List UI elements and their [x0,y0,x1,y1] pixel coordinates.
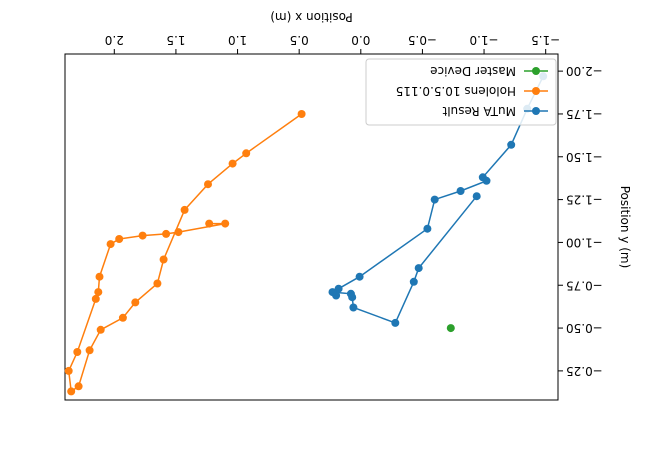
data-point [221,219,230,228]
data-point [73,348,82,356]
data-point [349,303,358,312]
y-tick-label: −1.00 [566,235,603,249]
data-point [85,346,94,355]
data-point [174,228,183,237]
legend-entry: MuTA Result [442,104,516,118]
data-point [159,255,168,264]
y-tick-label: −0.50 [566,321,603,335]
data-point [228,159,237,168]
data-point [456,187,465,195]
data-point [118,313,127,322]
data-point [414,264,423,273]
x-tick-label: 0.5 [290,33,309,47]
data-point [131,298,140,307]
data-point [94,288,103,297]
data-point [138,231,147,240]
legend-box [365,58,557,126]
x-tick-label: −0.5 [408,33,437,47]
data-point [67,387,76,396]
data-point [423,224,432,233]
data-point [96,325,105,334]
series-0 [328,72,548,327]
y-tick-label: −1.25 [566,193,603,207]
y-tick-label: −2.00 [566,64,603,78]
data-point [355,272,364,281]
y-tick-label: −0.75 [566,278,603,292]
data-point [162,229,171,238]
series-2 [446,324,455,333]
series-layer [64,72,548,396]
data-point [205,219,214,228]
rotated-figure: −1.5 −1.0 −0.5 0.0 0.5 1.0 1.5 2.0 −2.00 −1.75 −1… [64,10,632,401]
legend-marker [532,87,540,95]
legend-marker [532,67,540,75]
x-tick-label: 0.0 [351,33,370,47]
data-point [472,192,481,201]
data-point [74,382,83,391]
data-point [115,235,124,243]
data-point [348,293,357,302]
y-tick-label: −0.25 [566,364,603,378]
x-tick-label: 1.0 [228,33,247,47]
x-tick-label: 2.0 [105,33,124,47]
y-axis-label: Position y (m) [618,186,632,269]
legend: MuTA Result Hololens 10.5.0.115 Master Dev… [365,58,557,126]
x-tick-label: −1.5 [531,33,560,47]
legend-entry: Master Device [430,64,516,78]
series-1 [64,110,306,396]
data-point [242,149,251,158]
data-point [204,180,212,189]
x-axis-label: Position x (m) [270,10,353,24]
data-point [446,324,455,333]
data-point [482,176,491,185]
x-axis: −1.5 −1.0 −0.5 0.0 0.5 1.0 1.5 2.0 [105,33,560,54]
x-tick-label: 1.5 [166,33,185,47]
legend-marker [532,107,540,115]
data-point [95,272,104,281]
data-point [106,240,115,249]
data-point [180,205,189,214]
legend-entry: Hololens 10.5.0.115 [396,84,516,98]
data-point [507,140,516,149]
data-point [91,294,100,303]
data-point [328,288,337,297]
data-point [391,318,400,327]
data-point [409,277,418,286]
x-tick-label: −1.0 [469,33,498,47]
y-tick-label: −1.50 [566,150,603,164]
data-point [153,279,162,288]
y-axis: −2.00 −1.75 −1.50 −1.25 −1.00 −0.75 −0.50 −0.25 [558,64,603,378]
data-point [430,195,439,204]
data-point [334,284,343,293]
y-tick-label: −1.75 [566,107,603,121]
data-point [64,366,73,375]
data-point [297,110,306,118]
